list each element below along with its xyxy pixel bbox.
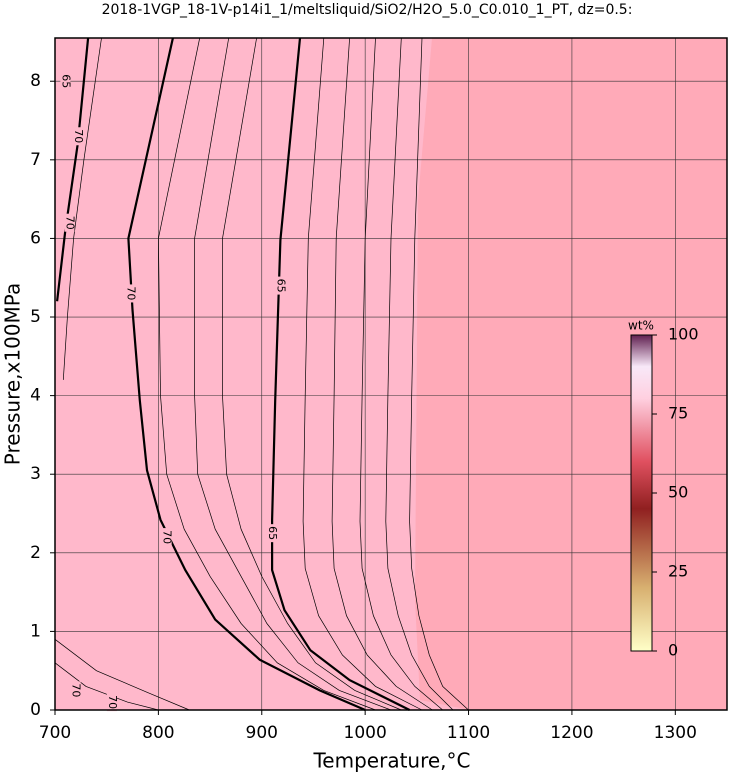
contour-line (409, 37, 469, 711)
contour-line (302, 37, 423, 711)
contour-label: 70 (63, 216, 76, 230)
contour-line (54, 662, 159, 711)
contour-line (62, 37, 102, 380)
contour-label-bg (275, 276, 286, 295)
contour-line (331, 37, 433, 711)
contour-label-bg (60, 72, 71, 91)
y-tick-label: 7 (30, 150, 41, 170)
x-tick-label: 1300 (654, 723, 697, 743)
colorbar (630, 334, 653, 652)
colorbar-tick-label: 50 (668, 483, 688, 502)
plot-frame (54, 37, 728, 711)
y-tick-label: 8 (30, 71, 41, 91)
contour-line (56, 37, 90, 302)
contour-label: 70 (70, 683, 83, 697)
y-tick-label: 4 (30, 386, 41, 406)
x-axis-label: Temperature,°C (312, 749, 470, 773)
contour-label: 70 (72, 129, 85, 143)
y-tick-label: 3 (30, 464, 41, 484)
x-tick-label: 1100 (447, 723, 490, 743)
contour-label: 65 (266, 526, 279, 540)
colorbar-label: wt% (628, 319, 654, 333)
colorbar-tick-label: 75 (668, 404, 688, 423)
contour-label-bg (106, 693, 117, 712)
contour-line (359, 37, 443, 711)
y-tick-label: 5 (30, 307, 41, 327)
y-tick-label: 6 (30, 228, 41, 248)
contour-label-bg (161, 528, 172, 547)
colorbar-tick-label: 25 (668, 562, 688, 581)
contour-label-bg (64, 213, 75, 232)
colorbar-tick-label: 100 (668, 325, 699, 344)
contour-line (385, 37, 454, 711)
contour-label: 70 (124, 286, 137, 300)
contour-line (222, 37, 402, 711)
y-tick-label: 1 (30, 621, 41, 641)
colorbar-tick-label: 0 (668, 641, 678, 660)
y-tick-label: 0 (30, 700, 41, 720)
contour-label: 70 (106, 695, 119, 709)
y-axis-label: Pressure,x100MPa (1, 283, 25, 465)
x-tick-label: 900 (246, 723, 278, 743)
contour-label-bg (267, 524, 278, 543)
y-tick-label: 2 (30, 543, 41, 563)
contour-label-bg (70, 681, 81, 700)
contour-line (54, 639, 190, 711)
x-tick-label: 1200 (550, 723, 593, 743)
contour-line (158, 37, 376, 711)
contour-label: 65 (274, 279, 287, 293)
x-tick-label: 1000 (344, 723, 387, 743)
contour-label: 70 (161, 530, 174, 544)
x-tick-label: 700 (39, 723, 71, 743)
chart-title: 2018-1VGP_18-1V-p14i1_1/meltsliquid/SiO2… (102, 2, 633, 18)
stable-region (55, 38, 470, 710)
contour-label-bg (72, 127, 83, 146)
contour-label: 65 (59, 74, 72, 88)
contour-label-bg (125, 284, 136, 303)
contour-line (194, 37, 392, 711)
x-tick-label: 800 (142, 723, 174, 743)
